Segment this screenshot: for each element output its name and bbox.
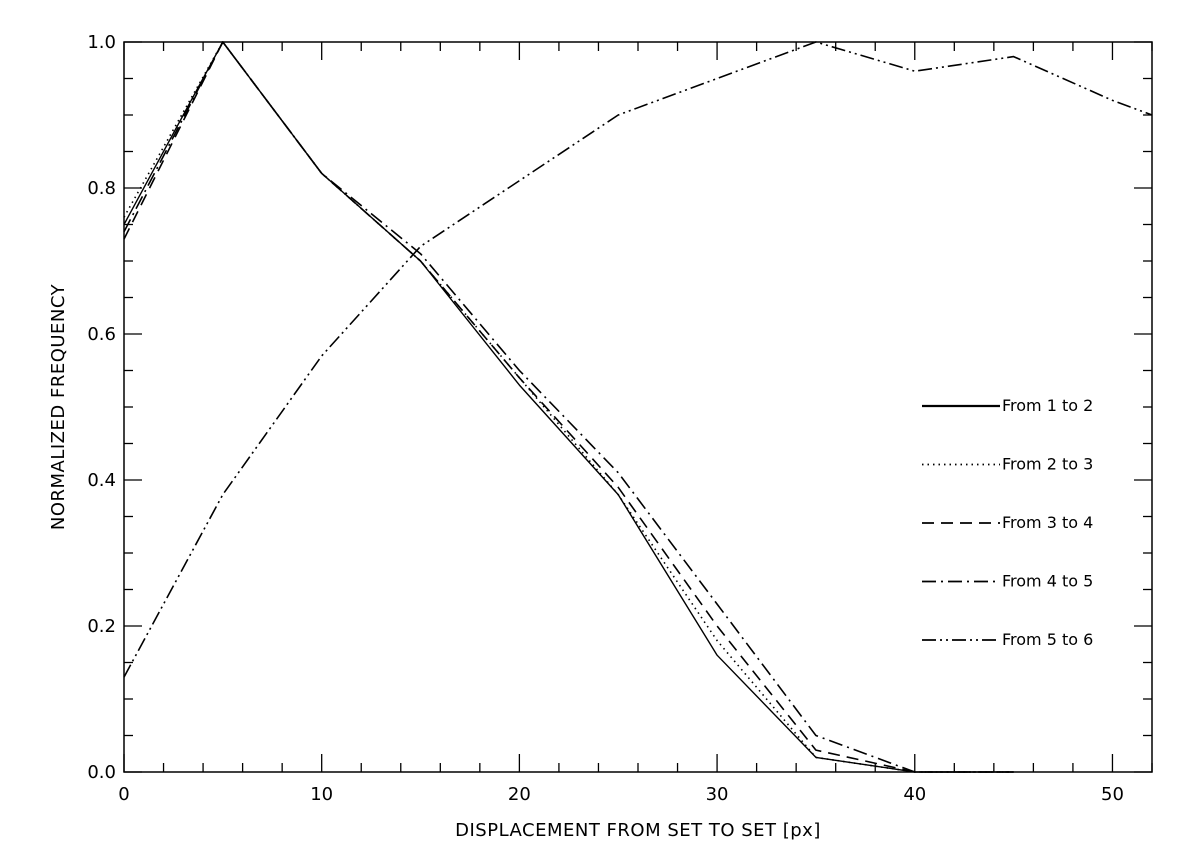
tick-labels: 0 10 20 30 40 50 0.0 0.2 0.4 0.6 0.8 1.0 [87,32,1124,805]
series-line-2 [123,41,1014,773]
axis-ticks [123,41,1153,773]
legend-label-4: From 4 to 5 [1002,572,1093,591]
y-tick-label: 0.8 [87,178,116,199]
series-lines [123,41,1153,773]
y-tick-label: 1.0 [87,32,116,53]
x-tick-label: 30 [706,784,729,805]
legend-label-3: From 3 to 4 [1002,513,1093,532]
y-tick-label: 0.4 [87,470,116,491]
y-axis-title: NORMALIZED FREQUENCY [48,283,69,530]
y-tick-label: 0.0 [87,762,116,783]
x-tick-label: 50 [1101,784,1124,805]
x-tick-label: 20 [508,784,531,805]
x-tick-label: 10 [310,784,333,805]
x-tick-label: 0 [118,784,129,805]
legend-label-2: From 2 to 3 [1002,455,1093,474]
plot-frame [123,41,1153,773]
y-tick-label: 0.2 [87,616,116,637]
y-tick-label: 0.6 [87,324,116,345]
legend: From 1 to 2 From 2 to 3 From 3 to 4 From 4 … [922,396,1093,649]
series-line-3 [123,41,1014,773]
series-line-4 [123,41,1014,773]
x-axis-title: DISPLACEMENT FROM SET TO SET [px] [455,820,821,841]
x-tick-label: 40 [903,784,926,805]
series-line-5 [123,41,1153,678]
legend-label-1: From 1 to 2 [1002,396,1093,415]
legend-label-5: From 5 to 6 [1002,630,1093,649]
